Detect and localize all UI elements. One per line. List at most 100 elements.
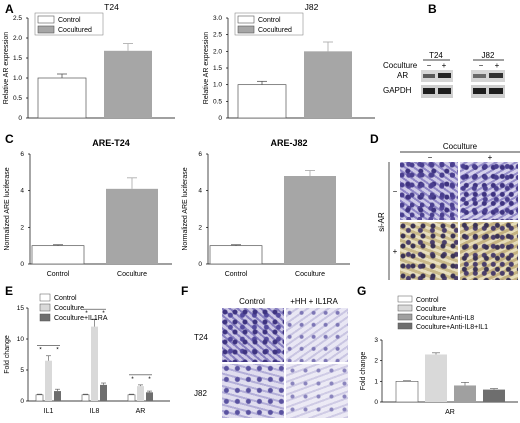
- y-tick-label: 2: [198, 224, 202, 231]
- legend-swatch: [237, 25, 255, 34]
- y-tick-label: 2.0: [13, 35, 22, 42]
- legend-label: Coculture: [54, 305, 84, 312]
- chart-c-t24: ARE-T24 0 2 4 6 Normalized ARE luciferase Cont…: [4, 138, 172, 278]
- bar-ar-1: [425, 354, 447, 402]
- legend-swatch: [397, 304, 413, 312]
- legend-label: Control: [54, 295, 77, 302]
- blot-t24-minus: −: [427, 61, 432, 70]
- legend-label: Coculture+Anti-IL8+IL1: [416, 324, 488, 331]
- micrograph-f-3: [222, 364, 284, 418]
- panel-d: Coculture − + si-AR − +: [378, 140, 520, 282]
- panel-label-f: F: [181, 284, 189, 298]
- bar-ar-2: [454, 385, 476, 402]
- panel-label-e: E: [5, 284, 14, 298]
- blot-j82-plus: +: [495, 61, 500, 70]
- significance-star: *: [85, 310, 88, 317]
- chart-g: 0 1 2 3 Fold change AR Control Coculture Cocultu…: [360, 295, 518, 416]
- bar-ar-1: [137, 386, 144, 401]
- chart-a-t24: T24 0 0.5 1.0 1.5 2.0 2.5 Relative AR expressio…: [3, 2, 175, 122]
- panel-f-col-control: Control: [239, 297, 265, 306]
- y-tick-label: 10: [17, 336, 25, 343]
- legend-label: Control: [258, 17, 281, 24]
- y-tick-label: 1: [374, 378, 378, 385]
- micrograph-d-2: [460, 162, 518, 220]
- legend-swatch: [39, 303, 51, 312]
- bar-il8-0: [81, 394, 90, 402]
- bar-ar-2: [146, 392, 153, 401]
- y-tick-label: 1.5: [13, 55, 22, 62]
- y-tick-label: 2.0: [213, 48, 222, 55]
- bar-coculture: [284, 176, 336, 264]
- panel-f: Control +HH + IL1RA T24 J82: [192, 294, 352, 423]
- bar-cocultured: [104, 50, 152, 118]
- panel-label-g: G: [357, 284, 367, 298]
- y-tick-label: 3: [374, 337, 378, 344]
- y-tick-label: 1.0: [13, 75, 22, 82]
- bar-ar-3: [483, 389, 505, 402]
- y-tick-label: 0: [198, 261, 202, 268]
- legend-box: [234, 12, 304, 36]
- y-tick-label: 15: [17, 305, 25, 312]
- significance-star: *: [56, 347, 59, 354]
- legend-swatch: [237, 15, 255, 24]
- bar-il1-2: [54, 391, 61, 401]
- legend-swatch: [39, 313, 51, 322]
- y-tick-label: 0: [20, 261, 24, 268]
- y-axis-label: Fold change: [360, 352, 367, 391]
- legend-label: Control: [416, 297, 439, 304]
- micrograph-d-1: [400, 162, 458, 220]
- y-axis-label: Relative AR expression: [203, 32, 210, 104]
- y-axis-label: Fold change: [4, 335, 11, 374]
- y-tick-label: 1.0: [213, 82, 222, 89]
- chart-a-j82: J82 0 0.5 1.0 1.5 2.0 2.5 3.0 Relative AR expres…: [203, 2, 375, 122]
- chart-title: T24: [104, 2, 119, 12]
- significance-star: *: [102, 310, 105, 317]
- y-tick-label: 5: [20, 367, 24, 374]
- y-tick-label: 4: [198, 188, 202, 195]
- bar-control: [31, 245, 85, 265]
- legend-swatch: [37, 15, 55, 24]
- y-tick-label: 0: [18, 115, 22, 122]
- y-tick-label: 0.5: [13, 95, 22, 102]
- panel-d-side-minus: −: [393, 187, 398, 196]
- legend-label: Control: [58, 17, 81, 24]
- y-tick-label: 2: [20, 224, 24, 231]
- y-tick-label: 4: [20, 188, 24, 195]
- y-tick-label: 0: [218, 115, 222, 122]
- y-axis-label: Normalized ARE luciferase: [182, 167, 189, 250]
- legend-label: Cocultured: [58, 27, 92, 34]
- panel-d-plus: +: [488, 153, 493, 160]
- bar-ar-0: [395, 381, 419, 403]
- y-tick-label: 2.5: [213, 32, 222, 39]
- blot-t24-plus: +: [442, 61, 447, 70]
- legend-label: Cocultured: [258, 27, 292, 34]
- chart-title: ARE-J82: [270, 138, 307, 148]
- blot-row-ar: AR: [397, 71, 408, 80]
- panel-label-c: C: [5, 132, 14, 146]
- significance-star: *: [131, 376, 134, 383]
- panel-d-side-plus: +: [393, 247, 398, 256]
- legend-swatch: [397, 295, 413, 303]
- bar-il8-2: [100, 384, 107, 401]
- y-tick-label: 1.5: [213, 65, 222, 72]
- y-tick-label: 2.5: [13, 15, 22, 22]
- y-tick-label: 6: [20, 151, 24, 158]
- bar-control: [209, 245, 263, 265]
- bar-control: [237, 84, 287, 119]
- y-tick-label: 6: [198, 151, 202, 158]
- chart-e: 0 5 10 15 Fold change * * IL1 * * IL8 * * AR Control Co…: [4, 293, 170, 415]
- blot-coculture-label: Coculture: [383, 61, 418, 70]
- category-label: Control: [47, 271, 70, 278]
- blot-j82-minus: −: [479, 61, 484, 70]
- bar-ar-0: [127, 394, 136, 402]
- legend-swatch: [397, 322, 413, 330]
- bar-cocultured: [304, 51, 352, 119]
- panel-f-col-treatment: +HH + IL1RA: [290, 297, 338, 306]
- category-label: IL1: [44, 408, 54, 415]
- legend-label: Coculture+Anti-IL8: [416, 315, 474, 322]
- y-axis-label: Normalized ARE luciferase: [4, 167, 11, 250]
- panel-label-b: B: [428, 2, 437, 16]
- micrograph-f-2: [286, 308, 348, 362]
- y-tick-label: 0: [374, 399, 378, 406]
- category-label: AR: [136, 408, 146, 415]
